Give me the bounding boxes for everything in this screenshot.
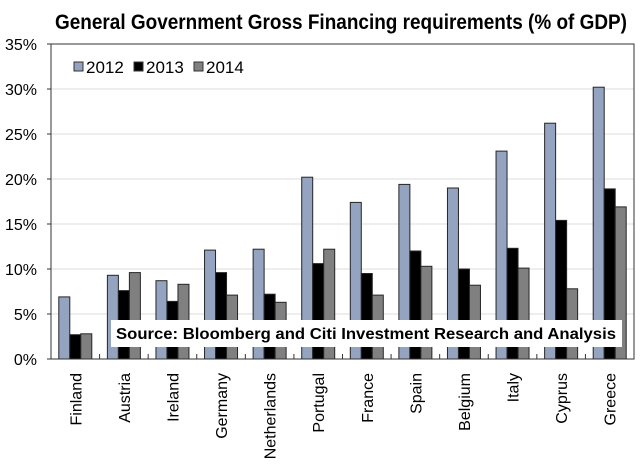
legend-swatch <box>73 61 84 72</box>
bar-group-ireland <box>155 280 190 360</box>
y-tick-label: 20% <box>5 172 37 189</box>
bar-finland-2012 <box>58 296 71 360</box>
y-tick-label: 15% <box>5 217 37 234</box>
x-tick-label: Finland <box>68 373 85 425</box>
y-axis-ticks: 0% 5% 10% 15% 20% 25% 30% 35% <box>5 37 51 369</box>
source-text: Source: Bloomberg and Citi Investment Re… <box>116 326 616 343</box>
legend-item-2012: 2012 <box>73 58 124 77</box>
x-axis-ticks: Finland Austria Ireland Germany Netherlands P… <box>68 354 620 459</box>
x-tick-label: Cyprus <box>554 373 571 424</box>
source-annotation: Source: Bloomberg and Citi Investment Re… <box>111 320 622 347</box>
legend-label: 2012 <box>86 58 124 77</box>
legend-item-2014: 2014 <box>193 58 244 77</box>
y-tick-label: 10% <box>5 262 37 279</box>
legend-label: 2013 <box>146 58 184 77</box>
gridlines <box>51 88 634 315</box>
legend-item-2013: 2013 <box>133 58 184 77</box>
bar-greece-2012 <box>592 86 605 360</box>
legend-swatch <box>193 61 204 72</box>
x-tick-label: Portugal <box>311 373 328 433</box>
bar-finland-2013 <box>69 334 82 360</box>
x-tick-label: France <box>360 373 377 423</box>
legend-label: 2014 <box>206 58 244 77</box>
y-tick-label: 35% <box>5 37 37 54</box>
x-tick-label: Spain <box>408 373 425 414</box>
legend: 2012 2013 2014 <box>73 58 244 77</box>
x-tick-label: Ireland <box>165 373 182 422</box>
bar-group-finland <box>58 296 93 360</box>
chart-title: General Government Gross Financing requi… <box>55 11 627 34</box>
bar-finland-2014 <box>80 333 93 360</box>
x-tick-label: Germany <box>214 373 231 439</box>
y-tick-label: 25% <box>5 127 37 144</box>
bar-group-spain <box>398 183 433 360</box>
x-tick-label: Belgium <box>457 373 474 431</box>
source-box <box>111 320 622 347</box>
bars <box>58 86 627 360</box>
bar-group-greece <box>592 86 627 360</box>
legend-swatch <box>133 61 144 72</box>
y-tick-label: 30% <box>5 82 37 99</box>
bar-ireland-2012 <box>155 280 168 360</box>
x-tick-label: Greece <box>603 373 620 426</box>
y-tick-label: 0% <box>14 352 37 369</box>
y-tick-label: 5% <box>14 307 37 324</box>
x-tick-label: Netherlands <box>263 373 280 459</box>
x-tick-label: Italy <box>506 373 523 402</box>
x-tick-label: Austria <box>117 373 134 423</box>
